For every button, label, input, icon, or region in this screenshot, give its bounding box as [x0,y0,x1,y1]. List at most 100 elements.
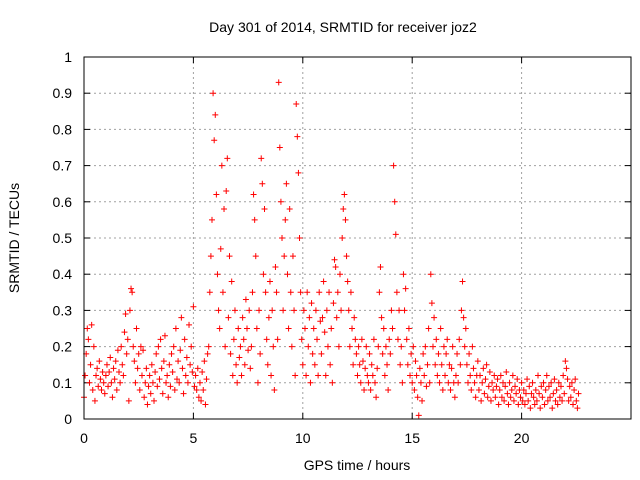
data-point [332,263,339,270]
data-point [247,365,254,372]
data-point [404,361,411,368]
data-point [462,325,469,332]
data-point [385,387,392,394]
data-point [163,379,170,386]
data-point [509,372,516,379]
data-point [446,361,453,368]
data-point [346,343,353,350]
data-point [322,372,329,379]
data-point [425,325,432,332]
data-point [402,285,409,292]
data-point [413,372,420,379]
data-point [259,180,266,187]
data-point [338,307,345,314]
data-point [193,387,200,394]
data-point [103,361,110,368]
data-point [250,191,257,198]
data-point [544,397,551,404]
data-point [213,191,220,198]
data-points [81,79,582,419]
data-point [296,235,303,241]
data-point [157,336,164,343]
data-point [262,289,269,296]
data-point [367,387,374,394]
data-point [432,361,439,368]
data-point [300,307,307,314]
data-point [524,376,531,383]
data-point [228,278,235,285]
data-point [399,379,406,386]
data-point [387,350,394,357]
data-point [140,347,147,354]
data-point [455,379,462,386]
data-point [550,390,557,397]
data-point [307,379,314,386]
data-point [487,397,494,404]
data-point [342,216,349,223]
data-point [170,343,177,350]
data-point [129,289,136,296]
data-point [230,336,237,343]
data-point [98,387,105,394]
data-point [415,412,422,419]
x-tick-label: 15 [404,430,420,446]
data-point [239,314,246,321]
data-point [444,336,451,343]
data-point [339,235,346,241]
data-point [407,372,414,379]
data-point [572,376,579,383]
y-axis-label: SRMTID / TECUs [6,183,22,293]
data-point [368,361,375,368]
data-point [447,387,454,394]
data-point [82,372,89,379]
data-point [309,350,316,357]
data-point [135,350,142,357]
data-point [506,379,513,386]
data-point [131,358,138,365]
data-point [312,307,319,314]
data-point [435,350,442,357]
y-tick-label: 0.7 [53,158,73,174]
data-point [137,343,144,350]
data-point [554,401,561,408]
data-point [87,361,94,368]
data-point [443,350,450,357]
data-point [299,361,306,368]
data-point [537,405,544,412]
data-point [498,394,505,401]
data-point [265,314,272,321]
y-tick-label: 0.6 [53,194,73,210]
data-point [359,358,366,365]
data-point [481,390,488,397]
data-point [427,271,434,278]
data-point [486,368,493,375]
data-point [482,376,489,383]
data-point [355,343,362,350]
data-point [353,350,360,357]
data-point [242,296,249,303]
data-point [519,397,526,404]
data-point [283,180,290,187]
grid [84,57,631,419]
data-point [478,397,485,404]
data-point [310,325,317,332]
data-point [553,387,560,394]
data-point [165,394,172,401]
data-point [159,390,166,397]
data-point [361,387,368,394]
data-point [354,372,361,379]
data-point [573,397,580,404]
data-point [347,289,354,296]
data-point [461,343,468,350]
data-point [276,144,283,151]
data-point [548,379,555,386]
data-point [565,397,572,404]
data-point [374,365,381,372]
data-point [494,376,501,383]
data-point [362,365,369,372]
data-point [559,397,566,404]
data-point [324,343,331,350]
data-point [146,372,153,379]
data-point [419,397,426,404]
data-point [448,365,455,372]
